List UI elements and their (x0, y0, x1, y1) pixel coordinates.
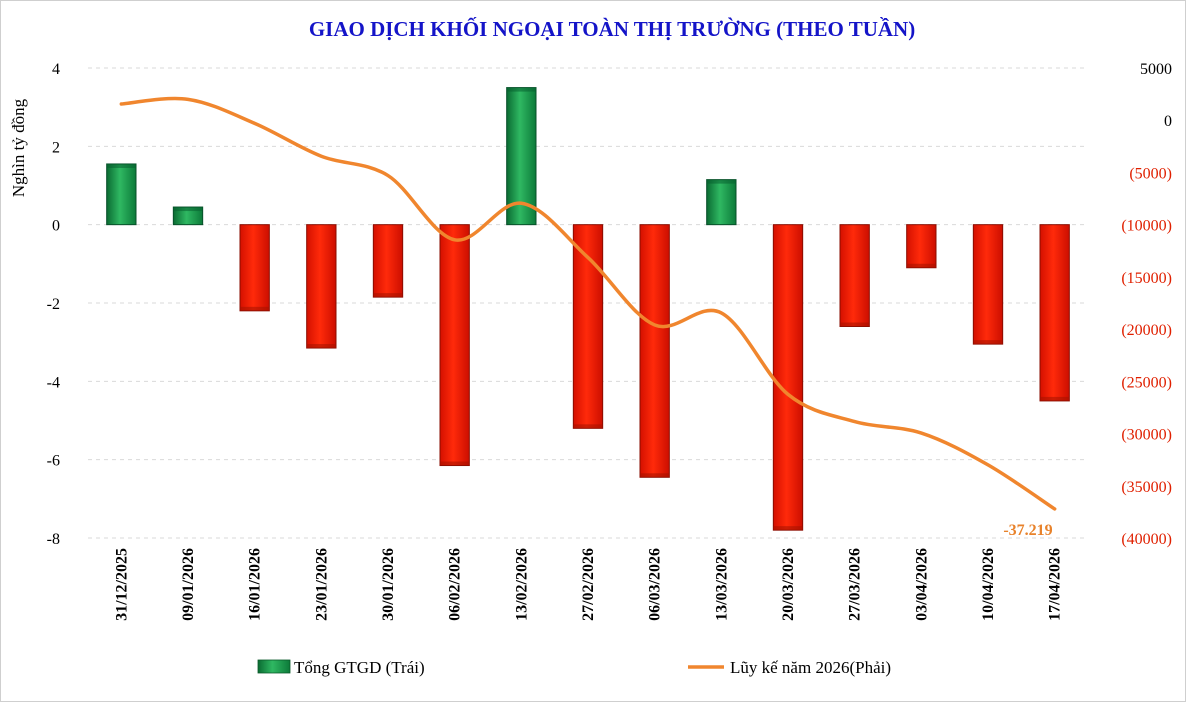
x-tick-label: 06/02/2026 (447, 548, 464, 621)
right-tick-label: (35000) (1121, 479, 1172, 496)
left-tick-label: 2 (52, 139, 60, 156)
line-series-path (119, 96, 1057, 511)
bar (439, 224, 470, 467)
x-axis-ticks: 31/12/2025 09/01/2026 16/01/2026 23/01/2026… (113, 548, 1063, 621)
bar-cap (173, 207, 203, 212)
y-axis-label: Nghìn tỷ đồng (9, 98, 28, 197)
bar (372, 224, 404, 298)
right-tick-label: (5000) (1129, 165, 1172, 182)
right-axis-ticks: 5000 0 (5000) (10000) (15000) (20000) (25000) (… (1121, 61, 1172, 548)
bar-cap (573, 424, 603, 429)
bar-cap (373, 293, 403, 298)
x-tick-label: 23/01/2026 (313, 548, 330, 621)
bar-cap (840, 322, 870, 327)
right-tick-label: 5000 (1140, 61, 1172, 78)
left-tick-label: 4 (52, 61, 60, 78)
bar (1039, 224, 1070, 402)
bar (772, 224, 804, 531)
bar-cap (640, 473, 670, 478)
bar-cap (306, 344, 336, 349)
legend-item-line: Lũy kế năm 2026(Phải) (688, 658, 891, 677)
legend-label-bars: Tổng GTGD (Trái) (294, 658, 425, 677)
chart-title: GIAO DỊCH KHỐI NGOẠI TOÀN THỊ TRƯỜNG (TH… (309, 17, 915, 41)
x-tick-label: 27/03/2026 (847, 548, 864, 621)
right-tick-label: (40000) (1121, 531, 1172, 548)
bar-cap (240, 306, 270, 311)
bar (306, 224, 337, 349)
bar (239, 224, 270, 312)
legend-swatch-bars (257, 659, 291, 674)
annotations: -37.219 (1003, 522, 1052, 539)
end-value-label: -37.219 (1003, 522, 1052, 539)
x-tick-label: 16/01/2026 (247, 548, 264, 621)
bar-series (106, 87, 1070, 531)
bar (906, 224, 937, 269)
right-tick-label: (30000) (1121, 427, 1172, 444)
right-tick-label: (25000) (1121, 374, 1172, 391)
bar-cap (506, 87, 536, 92)
right-tick-label: (20000) (1121, 322, 1172, 339)
x-tick-label: 31/12/2025 (113, 548, 130, 621)
legend-item-bars: Tổng GTGD (Trái) (257, 658, 425, 677)
bar-cap (440, 461, 470, 466)
x-tick-label: 13/02/2026 (513, 548, 530, 621)
bar (106, 163, 137, 226)
bar-cap (906, 263, 936, 268)
left-tick-label: -4 (47, 374, 60, 391)
bar-cap (973, 340, 1003, 345)
legend-label-line: Lũy kế năm 2026(Phải) (730, 658, 891, 677)
x-tick-label: 10/04/2026 (980, 548, 997, 621)
bar-cap (106, 163, 136, 168)
bar (706, 179, 737, 226)
right-tick-label: (10000) (1121, 218, 1172, 235)
x-tick-label: 06/03/2026 (647, 548, 664, 621)
bar (639, 224, 670, 478)
right-tick-label: 0 (1164, 113, 1172, 130)
x-tick-label: 13/03/2026 (713, 548, 730, 621)
x-tick-label: 03/04/2026 (913, 548, 930, 621)
x-tick-label: 17/04/2026 (1047, 548, 1064, 621)
line-series (119, 96, 1057, 511)
bar-cap (1040, 396, 1070, 401)
x-tick-label: 09/01/2026 (180, 548, 197, 621)
bar-cap (773, 526, 803, 531)
left-axis-ticks: 4 2 0 -2 -4 -6 -8 (47, 61, 60, 548)
left-tick-label: 0 (52, 218, 60, 235)
bar-cap (706, 179, 736, 184)
x-tick-label: 20/03/2026 (780, 548, 797, 621)
bar (972, 224, 1004, 345)
bar (839, 224, 870, 328)
right-tick-label: (15000) (1121, 270, 1172, 287)
x-tick-label: 30/01/2026 (380, 548, 397, 621)
left-tick-label: -2 (47, 296, 60, 313)
left-tick-label: -8 (47, 531, 60, 548)
x-tick-label: 27/02/2026 (580, 548, 597, 621)
legend: Tổng GTGD (Trái) Lũy kế năm 2026(Phải) (257, 658, 891, 677)
left-tick-label: -6 (47, 453, 60, 470)
